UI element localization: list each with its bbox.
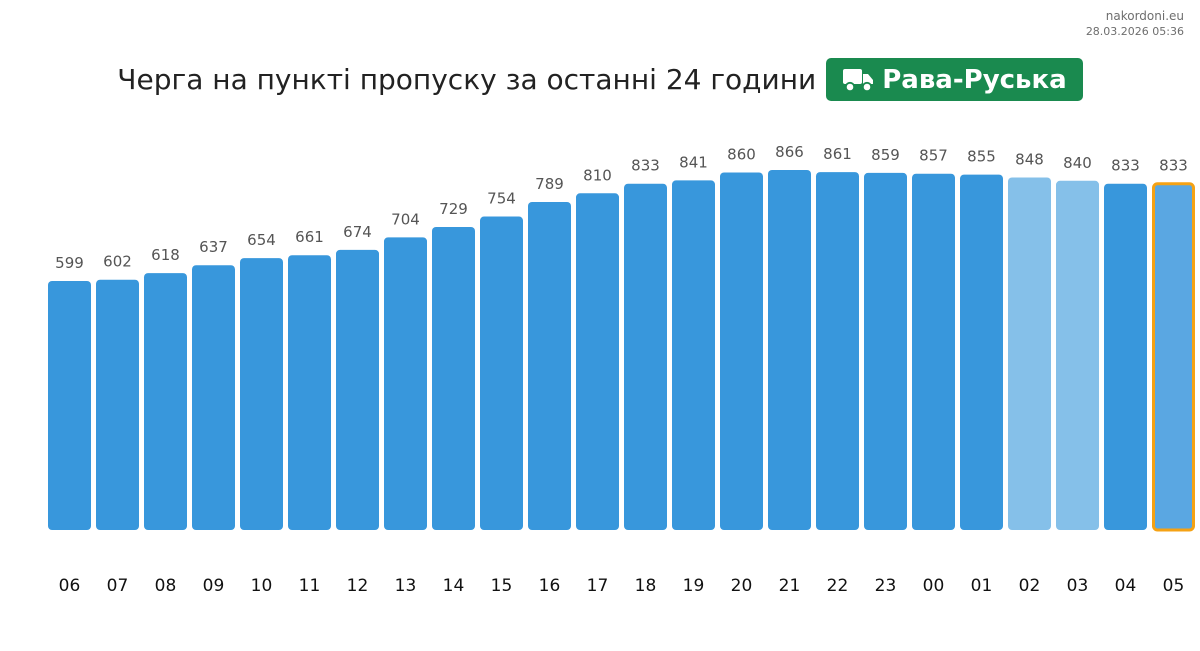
value-label-00: 857 bbox=[919, 147, 948, 165]
value-label-22: 861 bbox=[823, 145, 852, 163]
site-name: nakordoni.eu bbox=[1105, 9, 1184, 23]
bar-16 bbox=[528, 202, 571, 531]
tick-label-11: 11 bbox=[299, 576, 321, 596]
value-label-04: 833 bbox=[1111, 157, 1140, 175]
tick-label-04: 04 bbox=[1115, 576, 1137, 596]
bar-12 bbox=[336, 249, 379, 530]
tick-label-13: 13 bbox=[395, 576, 417, 596]
timestamp: 28.03.2026 05:36 bbox=[1085, 25, 1184, 38]
value-label-05: 833 bbox=[1159, 157, 1188, 175]
site-info: nakordoni.eu 28.03.2026 05:36 bbox=[1086, 8, 1184, 39]
bar-18 bbox=[624, 183, 667, 530]
checkpoint-name: Рава-Руська bbox=[882, 64, 1067, 95]
page-title: Черга на пункті пропуску за останні 24 г… bbox=[117, 63, 817, 96]
value-label-02: 848 bbox=[1015, 150, 1044, 168]
checkpoint-badge: Рава-Руська bbox=[826, 58, 1083, 101]
bar-08 bbox=[144, 273, 187, 530]
bar-06 bbox=[48, 280, 91, 530]
tick-label-03: 03 bbox=[1067, 576, 1089, 596]
tick-label-20: 20 bbox=[731, 576, 753, 596]
bar-11 bbox=[288, 255, 331, 530]
bar-10 bbox=[240, 258, 283, 530]
value-label-20: 860 bbox=[727, 145, 756, 163]
tick-label-16: 16 bbox=[539, 576, 561, 596]
tick-label-09: 09 bbox=[203, 576, 225, 596]
tick-label-01: 01 bbox=[971, 576, 993, 596]
value-label-10: 654 bbox=[247, 231, 276, 249]
bar-02 bbox=[1008, 177, 1051, 531]
truck-icon bbox=[843, 68, 874, 92]
bar-15 bbox=[480, 216, 523, 530]
bar-13 bbox=[384, 237, 427, 530]
bar-05 bbox=[1152, 182, 1195, 532]
tick-label-19: 19 bbox=[683, 576, 705, 596]
value-label-08: 618 bbox=[151, 246, 180, 264]
bar-17 bbox=[576, 193, 619, 530]
bar-03 bbox=[1056, 180, 1099, 530]
value-label-09: 637 bbox=[199, 238, 228, 256]
bar-21 bbox=[768, 170, 811, 530]
bar-01 bbox=[960, 174, 1003, 530]
value-label-17: 810 bbox=[583, 166, 612, 184]
bar-14 bbox=[432, 226, 475, 530]
bar-09 bbox=[192, 265, 235, 530]
tick-label-06: 06 bbox=[59, 576, 81, 596]
tick-label-15: 15 bbox=[491, 576, 513, 596]
tick-label-23: 23 bbox=[875, 576, 897, 596]
tick-label-17: 17 bbox=[587, 576, 609, 596]
bar-07 bbox=[96, 279, 139, 530]
tick-label-12: 12 bbox=[347, 576, 369, 596]
bar-20 bbox=[720, 172, 763, 530]
tick-label-18: 18 bbox=[635, 576, 657, 596]
value-label-12: 674 bbox=[343, 223, 372, 241]
value-label-11: 661 bbox=[295, 228, 324, 246]
bar-19 bbox=[672, 180, 715, 530]
value-label-14: 729 bbox=[439, 200, 468, 218]
bar-23 bbox=[864, 172, 907, 531]
bar-04 bbox=[1104, 183, 1147, 530]
bar-00 bbox=[912, 173, 955, 530]
tick-label-02: 02 bbox=[1019, 576, 1041, 596]
value-label-03: 840 bbox=[1063, 154, 1092, 172]
tick-label-10: 10 bbox=[251, 576, 273, 596]
tick-label-05: 05 bbox=[1163, 576, 1185, 596]
value-label-15: 754 bbox=[487, 190, 516, 208]
tick-label-21: 21 bbox=[779, 576, 801, 596]
value-label-16: 789 bbox=[535, 175, 564, 193]
tick-label-22: 22 bbox=[827, 576, 849, 596]
value-label-01: 855 bbox=[967, 148, 996, 166]
value-label-23: 859 bbox=[871, 146, 900, 164]
tick-label-07: 07 bbox=[107, 576, 129, 596]
value-label-21: 866 bbox=[775, 143, 804, 161]
tick-label-14: 14 bbox=[443, 576, 465, 596]
value-label-18: 833 bbox=[631, 157, 660, 175]
tick-label-08: 08 bbox=[155, 576, 177, 596]
value-label-13: 704 bbox=[391, 210, 420, 228]
value-label-19: 841 bbox=[679, 153, 708, 171]
tick-label-00: 00 bbox=[923, 576, 945, 596]
bar-22 bbox=[816, 172, 859, 530]
header: Черга на пункті пропуску за останні 24 г… bbox=[0, 58, 1200, 101]
value-label-07: 602 bbox=[103, 253, 132, 271]
value-label-06: 599 bbox=[55, 254, 84, 272]
